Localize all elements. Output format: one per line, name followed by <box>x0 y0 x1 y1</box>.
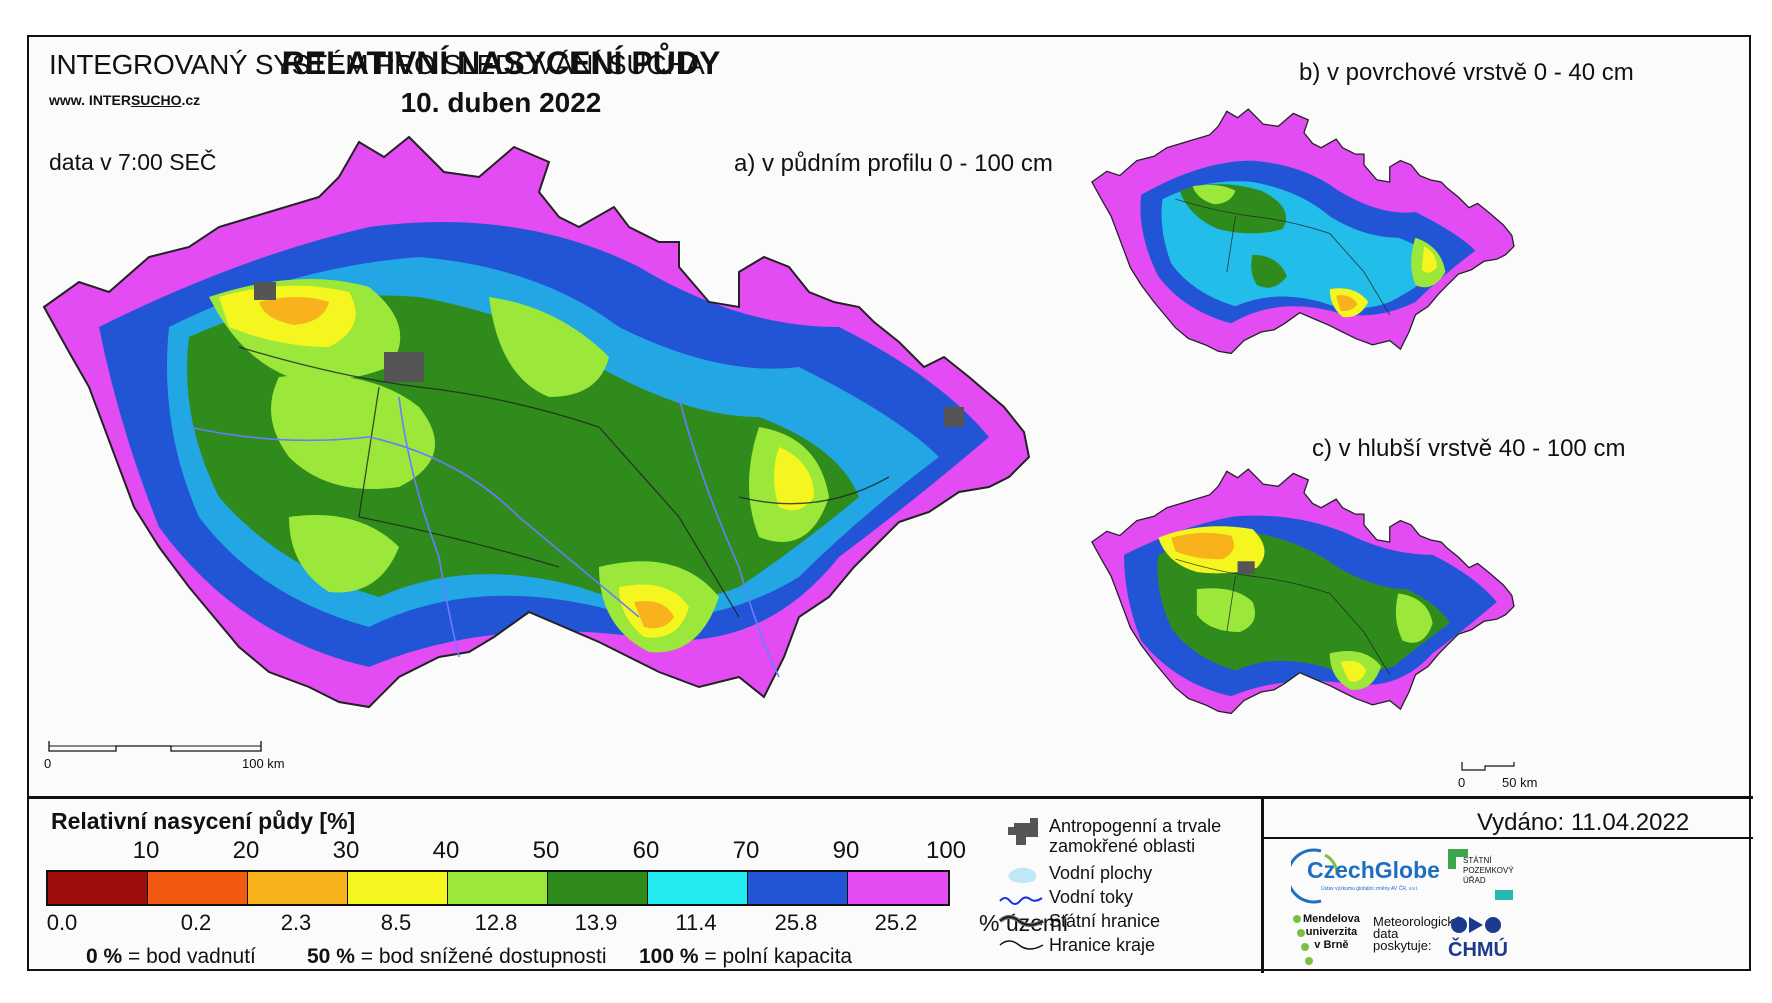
url-prefix: www. INTER <box>49 92 131 108</box>
legend-class-0 <box>48 872 148 904</box>
small-scale-bar <box>1461 762 1515 771</box>
definition-wilting: 0 % = bod vadnutí <box>86 945 256 969</box>
river-label: Vodní toky <box>1049 887 1134 907</box>
issued-date: Vydáno: 11.04.2022 <box>1477 809 1690 836</box>
legend-divider <box>29 796 1753 799</box>
definition-reduced: 50 % = bod snížené dostupnosti <box>307 945 606 969</box>
legend-area-percent: 8.5 <box>380 910 412 935</box>
definition-reduced-text: = bod snížené dostupnosti <box>360 945 607 968</box>
legend-area-percent: 25.8 <box>774 910 818 935</box>
region-border-label: Hranice kraje <box>1049 935 1156 955</box>
urban-area-label-1: Antropogenní a trvale <box>1049 816 1222 836</box>
definition-capacity-value: 100 % <box>639 945 699 968</box>
soil-saturation-map-b <box>1091 108 1515 355</box>
main-scale-end: 100 km <box>242 756 285 771</box>
state-border-label: Státní hranice <box>1049 911 1161 931</box>
water-body-icon <box>1008 867 1037 883</box>
legend-threshold-label: 70 <box>732 837 760 864</box>
issued-divider <box>1263 837 1753 839</box>
region-border-icon <box>999 940 1044 950</box>
legend-threshold-label: 40 <box>432 837 460 864</box>
main-scale-bar <box>48 741 262 752</box>
soil-saturation-map-a <box>43 136 1030 708</box>
url-brand: SUCHO <box>130 92 182 108</box>
urban-area-icon <box>1008 818 1038 845</box>
legend-class-4 <box>448 872 548 904</box>
definition-reduced-value: 50 % <box>307 945 355 968</box>
small-scale-start: 0 <box>1458 775 1466 790</box>
legend-area-percent: 0.2 <box>180 910 212 935</box>
legend-class-8 <box>848 872 948 904</box>
legend-threshold-label: 20 <box>232 837 260 864</box>
mendel-university-text: Mendelova univerzita v Brně <box>1303 913 1360 952</box>
mendel-university-logo <box>1293 915 1313 965</box>
legend-area-percent: 13.9 <box>574 910 618 935</box>
czechglobe-logo <box>1291 848 1339 904</box>
map-c-label: c) v hlubší vrstvě 40 - 100 cm <box>1312 435 1626 462</box>
mendel-line-2: univerzita <box>1305 926 1358 938</box>
data-time: data v 7:00 SEČ <box>49 149 217 175</box>
river-icon <box>999 896 1043 905</box>
legend-class-1 <box>148 872 248 904</box>
spu-line-2: POZEMKOVÝ <box>1463 866 1514 875</box>
chmu-name: ČHMÚ <box>1448 939 1508 961</box>
map-date: 10. duben 2022 <box>400 87 602 118</box>
spu-logo <box>1448 849 1468 869</box>
water-body-label: Vodní plochy <box>1049 863 1153 883</box>
legend-class-3 <box>348 872 448 904</box>
legend-threshold-label: 10 <box>132 837 160 864</box>
legend-class-7 <box>748 872 848 904</box>
url-suffix: .cz <box>181 92 201 108</box>
legend-class-5 <box>548 872 648 904</box>
definition-capacity: 100 % = polní kapacita <box>639 945 852 969</box>
state-border-icon <box>998 915 1044 927</box>
legend-class-6 <box>648 872 748 904</box>
legend-threshold-label: 30 <box>332 837 360 864</box>
meteo-line-2: data <box>1373 926 1399 941</box>
definition-wilting-value: 0 % <box>86 945 123 968</box>
spu-text: STÁTNÍ POZEMKOVÝ ÚŘAD <box>1463 856 1514 886</box>
meteo-line-1: Meteorologická <box>1373 914 1462 929</box>
soil-saturation-map-c <box>1091 468 1515 715</box>
main-scale-start: 0 <box>44 756 52 771</box>
czechglobe-subtitle: Ústav výzkumu globální změny AV ČR, v.v.… <box>1321 886 1419 892</box>
legend-area-percent: 0.0 <box>46 910 78 935</box>
map-b-label: b) v povrchové vrstvě 0 - 40 cm <box>1299 59 1634 86</box>
legend-area-percent: 11.4 <box>675 910 717 935</box>
legend-colorbar <box>46 870 950 906</box>
chmu-logo-symbol <box>1451 917 1501 933</box>
legend-title: Relativní nasycení půdy [%] <box>51 808 356 834</box>
prague-urban-area <box>384 352 424 382</box>
legend-threshold-label: 100 <box>925 837 967 864</box>
legend-threshold-label: 90 <box>832 837 860 864</box>
meteo-line-3: poskytuje: <box>1373 938 1432 953</box>
mendel-line-1: Mendelova <box>1303 913 1360 925</box>
legend-vertical-divider <box>1261 798 1264 973</box>
website-url[interactable]: www. INTERSUCHO.cz <box>49 92 200 108</box>
legend-threshold-label: 50 <box>532 837 560 864</box>
legend-area-percent: 25.2 <box>874 910 918 935</box>
czechglobe-name: CzechGlobe <box>1307 857 1440 883</box>
legend-threshold-label: 60 <box>632 837 660 864</box>
spu-line-1: STÁTNÍ <box>1463 856 1492 865</box>
legend-area-percent: 12.8 <box>474 910 518 935</box>
urban-area-label-2: zamokřené oblasti <box>1049 836 1196 856</box>
mendel-line-3: v Brně <box>1314 939 1349 951</box>
legend-class-2 <box>248 872 348 904</box>
spu-line-3: ÚŘAD <box>1463 876 1486 885</box>
legend-area-percent: 2.3 <box>280 910 312 935</box>
spu-accent-mark <box>1495 890 1513 900</box>
map-sheet: INTEGROVANÝ SYSTÉM PRO SLEDOVÁNÍ SUCHA w… <box>27 35 1753 973</box>
definition-capacity-text: = polní kapacita <box>704 945 853 968</box>
definition-wilting-text: = bod vadnutí <box>128 945 256 968</box>
system-name: INTEGROVANÝ SYSTÉM PRO SLEDOVÁNÍ SUCHA <box>49 49 705 80</box>
page-title: RELATIVNÍ NASYCENÍ PŮDY <box>281 45 721 81</box>
meteo-provider-text: Meteorologická data poskytuje: <box>1373 914 1462 953</box>
map-a-label: a) v půdním profilu 0 - 100 cm <box>734 150 1053 177</box>
small-scale-end: 50 km <box>1502 775 1538 790</box>
